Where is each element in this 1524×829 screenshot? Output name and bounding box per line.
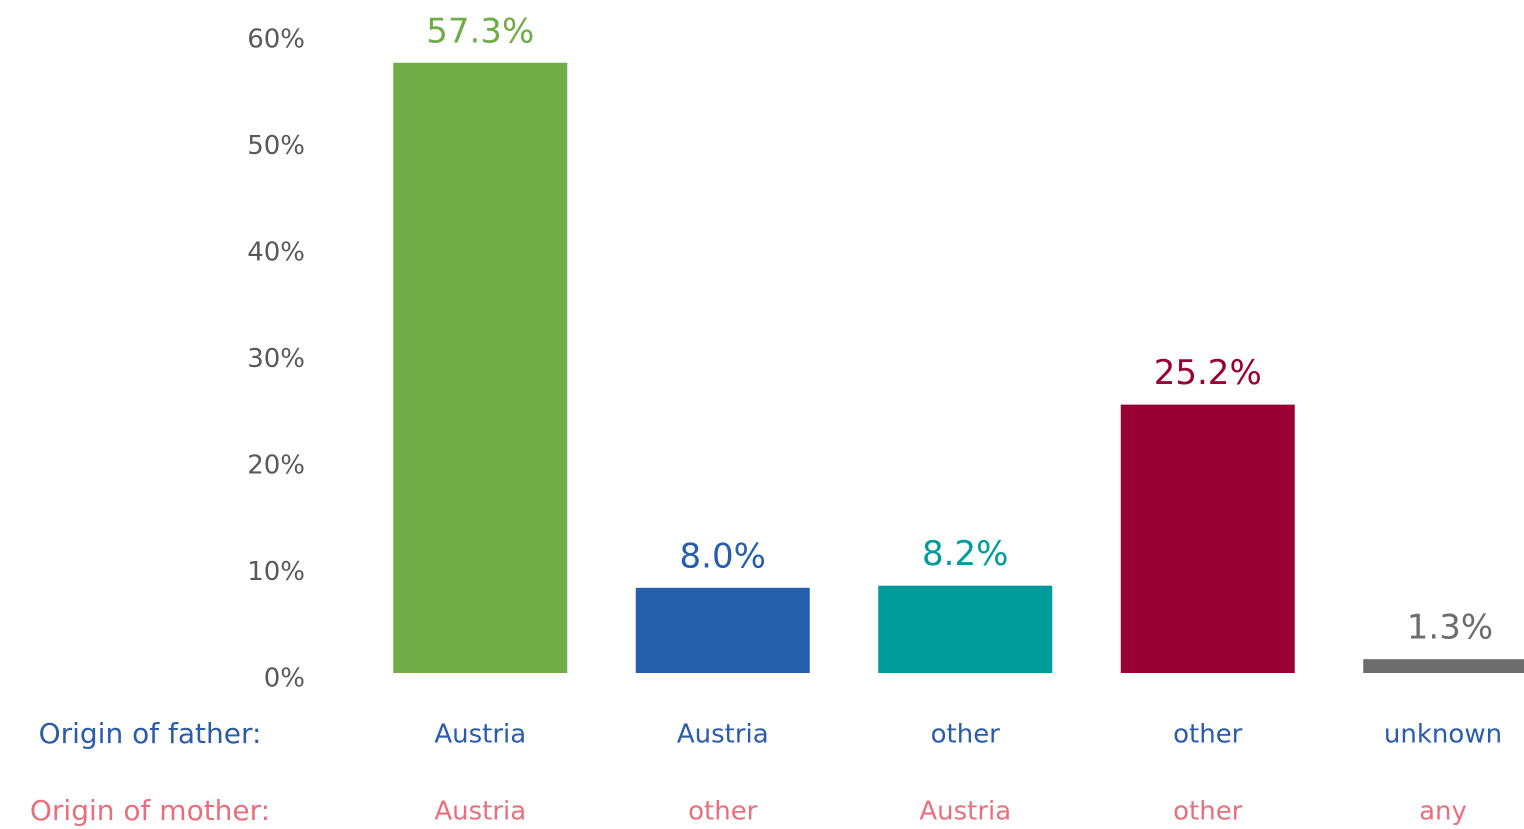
x-tick-label: Austria: [677, 720, 769, 750]
y-tick-label: 40%: [247, 238, 305, 268]
value-label: 8.0%: [680, 536, 766, 576]
x-tick-label: Austria: [919, 797, 1011, 827]
bar: [1120, 404, 1295, 673]
value-label: 1.3%: [1407, 608, 1493, 648]
y-tick-label: 30%: [247, 344, 305, 374]
bar: [878, 585, 1053, 673]
y-tick-label: 0%: [264, 664, 305, 694]
x-tick-label: Austria: [434, 797, 526, 827]
x-tick-label: any: [1419, 797, 1467, 827]
y-tick-label: 10%: [247, 557, 305, 587]
x-tick-label: other: [1173, 720, 1243, 750]
bar: [393, 62, 568, 673]
y-tick-label: 60%: [247, 25, 305, 55]
value-label: 57.3%: [426, 11, 534, 51]
x-tick-label: other: [931, 720, 1001, 750]
row-label: Origin of mother:: [30, 794, 270, 827]
x-tick-label: Austria: [434, 720, 526, 750]
row-label: Origin of father:: [39, 717, 262, 750]
x-tick-label: other: [1173, 797, 1243, 827]
bar: [635, 587, 810, 673]
bar: [1363, 659, 1524, 673]
x-tick-label: other: [688, 797, 758, 827]
value-label: 8.2%: [922, 534, 1008, 574]
y-tick-label: 50%: [247, 131, 305, 161]
x-tick-label: unknown: [1384, 720, 1502, 750]
value-label: 25.2%: [1154, 353, 1262, 393]
y-tick-label: 20%: [247, 451, 305, 481]
